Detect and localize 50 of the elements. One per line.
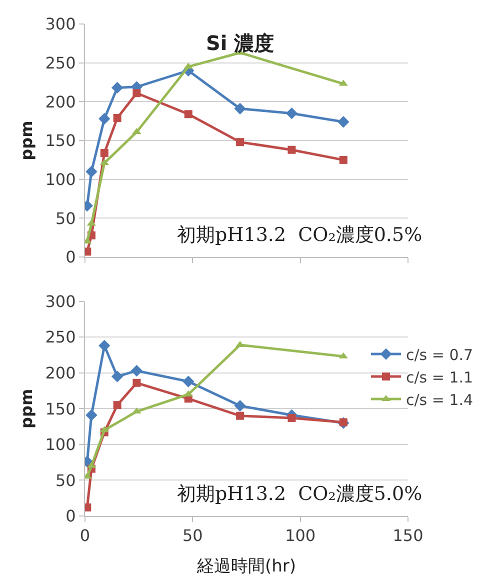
point bbox=[130, 364, 143, 377]
chart-title: Si 濃度 bbox=[206, 31, 274, 55]
y-tick-label: 250 bbox=[45, 328, 76, 347]
point bbox=[100, 148, 108, 157]
point bbox=[113, 114, 122, 122]
point bbox=[132, 378, 141, 387]
point bbox=[111, 82, 124, 94]
point bbox=[98, 340, 110, 352]
annotation: 初期pH13.2 CO₂濃度5.0% bbox=[177, 483, 422, 505]
y-tick-label: 50 bbox=[55, 208, 76, 228]
y-tick-label: 300 bbox=[45, 14, 76, 34]
y-tick-label: 150 bbox=[45, 131, 76, 150]
point bbox=[339, 156, 348, 164]
point bbox=[338, 116, 350, 128]
y-tick-label: 100 bbox=[45, 435, 76, 454]
y-tick-label: 0 bbox=[66, 248, 76, 267]
x-tick-label: 100 bbox=[285, 526, 316, 546]
point bbox=[132, 89, 141, 98]
legend-label: c/s = 0.7 bbox=[406, 346, 474, 364]
point bbox=[286, 107, 298, 120]
point bbox=[184, 110, 192, 118]
y-tick-label: 250 bbox=[45, 53, 76, 72]
point bbox=[113, 401, 122, 410]
y-tick-label: 200 bbox=[45, 92, 76, 112]
point bbox=[234, 400, 246, 412]
point bbox=[98, 112, 110, 125]
point bbox=[236, 138, 244, 146]
point bbox=[288, 146, 296, 154]
y-tick-label: 300 bbox=[45, 292, 76, 311]
point bbox=[236, 412, 244, 420]
point bbox=[182, 376, 194, 388]
y-tick-label: 50 bbox=[55, 470, 76, 490]
x-tick-label: 150 bbox=[392, 526, 424, 546]
y-tick-label: 150 bbox=[45, 399, 76, 418]
legend-label: c/s = 1.4 bbox=[406, 390, 474, 409]
legend-label: c/s = 1.1 bbox=[406, 368, 474, 386]
point bbox=[86, 166, 98, 178]
point bbox=[111, 370, 124, 382]
point bbox=[288, 414, 296, 422]
y-axis-title: ppm bbox=[17, 120, 36, 160]
point bbox=[86, 409, 98, 421]
point bbox=[234, 102, 246, 115]
y-axis-title: ppm bbox=[17, 388, 36, 428]
x-axis-title: 経過時間(hr) bbox=[196, 556, 296, 577]
annotation: 初期pH13.2 CO₂濃度0.5% bbox=[177, 224, 422, 246]
x-tick-label: 0 bbox=[80, 526, 90, 546]
y-tick-label: 200 bbox=[45, 363, 76, 382]
y-tick-label: 100 bbox=[45, 170, 76, 189]
y-tick-label: 0 bbox=[66, 506, 76, 526]
x-tick-label: 50 bbox=[182, 526, 203, 546]
